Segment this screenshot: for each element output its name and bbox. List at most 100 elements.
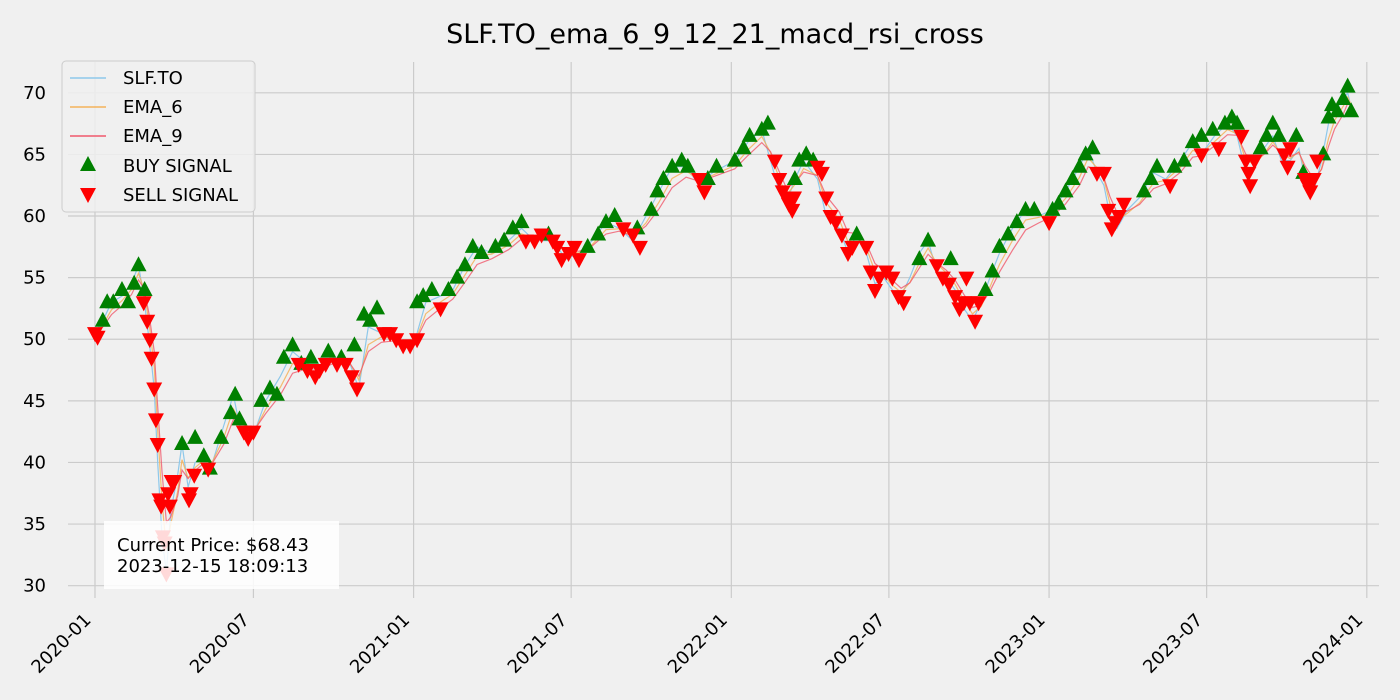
buy-signal-marker (597, 213, 614, 229)
legend-label: EMA_9 (123, 126, 183, 147)
buy-signal-marker (1008, 213, 1025, 229)
sell-signal-marker (813, 166, 830, 182)
buy-signal-marker (1184, 133, 1201, 149)
buy-signal-marker (1149, 157, 1166, 173)
buy-signal-marker (1142, 170, 1159, 186)
buy-signal-marker (1176, 151, 1193, 167)
buy-signal-marker (664, 157, 681, 173)
legend-label: SELL SIGNAL (123, 185, 238, 206)
buy-signal-marker (848, 225, 865, 241)
sell-signal-marker (161, 499, 178, 515)
buy-signal-marker (513, 213, 530, 229)
buy-signal-marker (1026, 200, 1043, 216)
sell-signal-marker (1095, 166, 1112, 182)
sell-signal-marker (1305, 173, 1322, 189)
sell-signal-marker (146, 382, 163, 398)
signal-markers (86, 77, 1360, 583)
sell-signal-marker (182, 487, 199, 503)
sell-signal-marker (526, 234, 543, 250)
legend-swatch-buy (80, 156, 96, 171)
sell-signal-marker (818, 191, 835, 207)
buy-signal-marker (1252, 139, 1269, 155)
price-annotation: Current Price: $68.43 2023-12-15 18:09:1… (104, 521, 339, 589)
sell-signal-marker (1100, 203, 1117, 219)
buy-signal-marker (699, 170, 716, 186)
buy-signal-marker (606, 207, 623, 223)
buy-signal-marker (423, 280, 440, 296)
buy-signal-marker (275, 348, 292, 364)
sell-signal-marker (147, 413, 164, 429)
buy-signal-marker (1339, 77, 1356, 93)
buy-signal-marker (1166, 157, 1183, 173)
sell-signal-marker (884, 271, 901, 287)
buy-signal-marker (1343, 102, 1360, 118)
annotation-price: Current Price: $68.43 (117, 535, 309, 556)
buy-signal-marker (643, 200, 660, 216)
y-tick-label: 70 (23, 83, 46, 104)
sell-signal-marker (290, 357, 307, 373)
sell-signal-marker (135, 296, 152, 312)
y-tick-label: 45 (23, 391, 46, 412)
sell-signal-marker (343, 370, 360, 386)
buy-signal-marker (213, 428, 230, 444)
sell-signal-marker (566, 240, 583, 256)
buy-signal-marker (195, 447, 212, 463)
y-tick-label: 40 (23, 452, 46, 473)
sell-signal-marker (1193, 148, 1210, 164)
y-tick-label: 50 (23, 329, 46, 350)
buy-signal-marker (1264, 114, 1281, 130)
buy-signal-marker (911, 250, 928, 266)
buy-signal-marker (227, 385, 244, 401)
buy-signal-marker (1335, 89, 1352, 105)
sell-signal-marker (139, 314, 156, 330)
y-tick-label: 30 (23, 576, 46, 597)
buy-signal-marker (590, 225, 607, 241)
sell-signal-marker (958, 271, 975, 287)
sell-signal-marker (570, 253, 587, 269)
buy-signal-marker (735, 139, 752, 155)
sell-signal-marker (1233, 129, 1250, 145)
legend-label: EMA_6 (123, 97, 183, 118)
buy-signal-marker (284, 336, 301, 352)
sell-signal-marker (862, 265, 879, 281)
sell-signal-marker (1309, 154, 1326, 170)
legend-label: SLF.TO (123, 68, 183, 89)
buy-signal-marker (487, 237, 504, 253)
chart-title: SLF.TO_ema_6_9_12_21_macd_rsi_cross (446, 19, 984, 50)
sell-signal-marker (200, 462, 217, 478)
sell-signal-marker (553, 253, 570, 269)
buy-signal-marker (655, 170, 672, 186)
sell-signal-marker (624, 228, 641, 244)
sell-signal-marker (844, 240, 861, 256)
sell-signal-marker (1115, 197, 1132, 213)
sell-signal-marker (784, 203, 801, 219)
buy-signal-marker (504, 219, 521, 235)
sell-signal-marker (141, 333, 158, 349)
sell-signal-marker (967, 314, 984, 330)
sell-signal-marker (771, 173, 788, 189)
legend-swatch-sell (80, 188, 96, 203)
sell-signal-marker (928, 259, 945, 275)
sell-signal-marker (1279, 160, 1296, 176)
sell-signal-marker (402, 339, 419, 355)
buy-signal-marker (759, 114, 776, 130)
buy-signal-marker (496, 231, 513, 247)
sell-signal-marker (858, 240, 875, 256)
sell-signal-marker (160, 487, 177, 503)
sell-signal-marker (631, 240, 648, 256)
buy-signal-marker (346, 336, 363, 352)
sell-signal-marker (940, 277, 957, 293)
series-line-ema-6 (94, 95, 1353, 550)
buy-signal-marker (1193, 126, 1210, 142)
buy-signal-marker (1329, 102, 1346, 118)
sell-signal-marker (1282, 142, 1299, 158)
buy-signal-marker (302, 348, 319, 364)
buy-signal-marker (977, 280, 994, 296)
buy-signal-marker (440, 280, 457, 296)
sell-signal-marker (166, 474, 183, 490)
buy-signal-marker (449, 268, 466, 284)
buy-signal-marker (1270, 126, 1287, 142)
sell-signal-marker (1162, 179, 1179, 195)
buy-signal-marker (741, 126, 758, 142)
buy-signal-marker (222, 404, 239, 420)
